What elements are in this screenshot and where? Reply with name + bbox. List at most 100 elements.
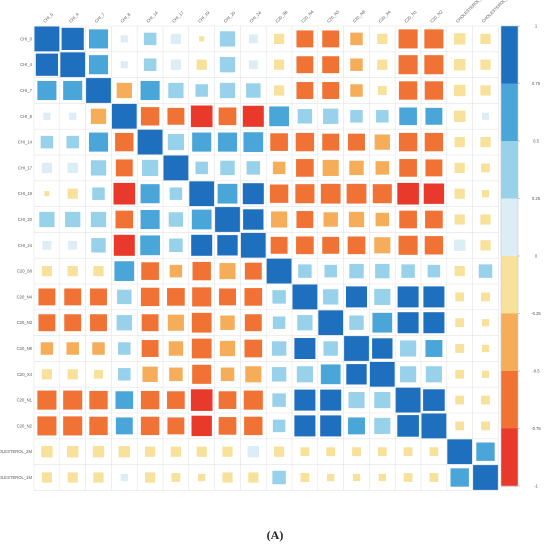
heatmap-cell-C20_N8-CHOLESTEROL_1M — [481, 344, 490, 353]
heatmap-cell-C20_N8-C20_N8 — [344, 336, 369, 361]
heatmap-cell-C20_N3-CHI_24 — [244, 314, 262, 332]
heatmap-cell-C20_N1-CHI_8 — [115, 391, 134, 409]
heatmap-cell-C20_N8-CHI_20 — [219, 340, 236, 357]
heatmap-cell-C20_N4-CHI_14 — [140, 287, 160, 307]
heatmap-cell-CHI_4-CHI_0 — [35, 53, 59, 76]
heatmap-cell-CHI_0-C20_N3 — [322, 30, 340, 48]
column-label: CHI_14 — [145, 10, 159, 24]
heatmap-cell-C20_N3-CHI_17 — [167, 314, 184, 331]
heatmap-cell-CHI_17-C20_N2 — [425, 159, 443, 177]
heatmap-cell-CHI_14-CHI_7 — [88, 132, 109, 152]
heatmap-cell-C20_N1-CHI_7 — [89, 390, 108, 410]
heatmap-cell-C20_N3-CHI_19 — [191, 312, 212, 333]
heatmap-cell-CHI_20-CHI_24 — [243, 209, 264, 230]
colorbar-segment — [501, 26, 518, 84]
heatmap-cell-CHI_17-CHOLESTEROL_2M — [454, 162, 465, 173]
heatmap-cell-C20_X4-CHI_20 — [220, 367, 235, 382]
heatmap-cell-CHI_7-C20_S8 — [274, 85, 285, 96]
heatmap-cell-CHI_14-C20_N4 — [295, 132, 315, 152]
heatmap-cell-CHI_0-C20_X4 — [377, 33, 388, 44]
heatmap-cell-CHI_17-CHI_20 — [220, 160, 235, 176]
heatmap-cell-C20_N2-C20_S8 — [272, 419, 286, 433]
heatmap-cell-CHOLESTEROL_2M-CHI_17 — [170, 446, 181, 457]
heatmap-cell-CHI_7-CHI_4 — [63, 80, 83, 101]
row-label: C20_N4 — [17, 294, 33, 299]
heatmap-cell-C20_N4-CHI_0 — [38, 288, 56, 306]
heatmap-cell-CHI_17-C20_N8 — [349, 160, 364, 176]
heatmap-cell-C20_N1-C20_N4 — [294, 389, 316, 411]
heatmap-cell-C20_N3-CHI_7 — [90, 314, 107, 332]
heatmap-cell-CHI_20-CHI_19 — [191, 209, 212, 230]
heatmap-cell-C20_N1-CHI_19 — [190, 389, 213, 411]
heatmap-cell-CHI_7-CHI_19 — [195, 84, 208, 97]
heatmap-cell-C20_X4-C20_N2 — [425, 366, 442, 383]
heatmap-cell-CHI_7-CHI_14 — [140, 80, 160, 101]
heatmap-cell-C20_N1-CHI_17 — [167, 391, 185, 409]
heatmap-cell-CHI_20-C20_N8 — [348, 211, 365, 228]
column-label: CHI_0 — [42, 11, 54, 23]
heatmap-cell-CHI_19-C20_N3 — [320, 183, 341, 204]
heatmap-cell-C20_N4-CHI_24 — [244, 288, 263, 306]
row-label: CHI_8 — [20, 114, 33, 119]
heatmap-cell-CHI_8-CHOLESTEROL_1M — [481, 112, 490, 120]
heatmap-cell-C20_N8-CHI_4 — [66, 342, 79, 355]
heatmap-cell-CHI_8-CHOLESTEROL_2M — [454, 110, 466, 122]
heatmap-cell-CHI_19-C20_N2 — [423, 183, 445, 204]
heatmap-cell-C20_N1-C20_N2 — [423, 389, 445, 411]
heatmap-cell-C20_S8-CHI_0 — [41, 266, 52, 277]
heatmap-cell-C20_N1-CHI_4 — [63, 390, 83, 410]
heatmap-cell-C20_N3-CHI_4 — [64, 314, 82, 332]
heatmap-cell-C20_S8-CHI_20 — [219, 263, 236, 280]
row-labels: CHI_0 CHI_4 CHI_7 CHI_8 CHI_14 CHI_17 CHI_19 CH… — [0, 36, 33, 480]
heatmap-cell-C20_N2-C20_N2 — [421, 413, 447, 439]
heatmap-cell-C20_N1-C20_N8 — [348, 392, 365, 409]
column-labels: CHI_0 CHI_4 CHI_7 CHI_8 CHI_14 CHI_17 CHI_19 CH… — [42, 0, 512, 24]
heatmap-cell-C20_N8-CHOLESTEROL_2M — [455, 344, 465, 353]
heatmap-cell-C20_S8-CHI_4 — [67, 266, 78, 277]
heatmap-cell-CHI_0-CHI_4 — [61, 27, 84, 51]
heatmap-cell-CHI_20-C20_N4 — [296, 211, 314, 228]
heatmap-cell-CHI_8-CHI_14 — [140, 107, 160, 126]
heatmap-cell-CHOLESTEROL_2M-CHI_24 — [247, 446, 259, 458]
heatmap-cell-C20_X4-C20_N1 — [400, 366, 417, 383]
heatmap-cell-C20_N3-CHI_8 — [116, 315, 132, 331]
heatmap-cell-C20_S8-C20_N4 — [298, 264, 312, 278]
heatmap-cell-CHI_19-CHI_0 — [44, 191, 50, 197]
heatmap-cell-CHI_0-CHI_17 — [170, 33, 181, 44]
heatmap-cell-C20_N8-CHI_19 — [191, 338, 212, 359]
colorbar-segment — [501, 83, 518, 142]
colorbar-tick-label: -1 — [534, 484, 538, 489]
heatmap-cell-C20_S8-C20_X4 — [375, 263, 390, 279]
heatmap-cell-CHOLESTEROL_1M-C20_N8 — [352, 473, 361, 482]
heatmap-cell-C20_N8-C20_N1 — [400, 340, 417, 357]
heatmap-cell-CHOLESTEROL_1M-C20_N3 — [327, 473, 335, 482]
heatmap-cell-C20_N2-CHI_8 — [115, 417, 133, 435]
heatmap-cell-C20_N1-C20_X4 — [374, 392, 391, 409]
heatmap-cell-CHI_19-C20_N8 — [346, 183, 367, 204]
heatmap-cell-CHI_24-CHI_14 — [140, 235, 160, 256]
heatmap-cell-CHI_24-CHI_7 — [91, 238, 106, 253]
heatmap-cell-CHI_8-C20_S8 — [269, 106, 289, 127]
heatmap-cell-CHI_20-CHI_14 — [140, 209, 160, 230]
colorbar-tick-label: -0.75 — [531, 426, 541, 431]
heatmap-cell-C20_X4-CHI_14 — [142, 366, 158, 382]
heatmap-cell-CHI_20-CHI_20 — [215, 207, 240, 232]
heatmap-cell-C20_N8-CHI_0 — [40, 342, 54, 355]
column-label: CHI_24 — [248, 10, 262, 24]
heatmap-cell-CHI_24-C20_N1 — [398, 235, 418, 255]
heatmap-cell-C20_S8-CHI_8 — [114, 261, 135, 281]
heatmap-cell-CHI_7-C20_X4 — [377, 86, 387, 95]
heatmap-cell-C20_N2-CHI_4 — [63, 416, 83, 436]
heatmap-cell-CHI_8-CHI_19 — [190, 105, 213, 128]
column-label: C20_N1 — [403, 9, 418, 24]
heatmap-cell-CHI_24-C20_N2 — [424, 236, 444, 255]
heatmap-cell-C20_N4-CHI_8 — [117, 289, 132, 305]
heatmap-cell-C20_N4-CHI_19 — [192, 287, 212, 307]
heatmap-cell-CHI_19-CHI_20 — [217, 183, 238, 204]
heatmap-cell-CHI_17-CHOLESTEROL_1M — [481, 163, 490, 173]
heatmap-cell-C20_N3-CHOLESTEROL_2M — [455, 318, 465, 328]
heatmap-cell-C20_N3-CHOLESTEROL_1M — [481, 319, 490, 327]
heatmap-cell-CHI_4-CHOLESTEROL_1M — [480, 59, 491, 70]
heatmap-cell-CHI_8-CHI_24 — [242, 105, 264, 127]
